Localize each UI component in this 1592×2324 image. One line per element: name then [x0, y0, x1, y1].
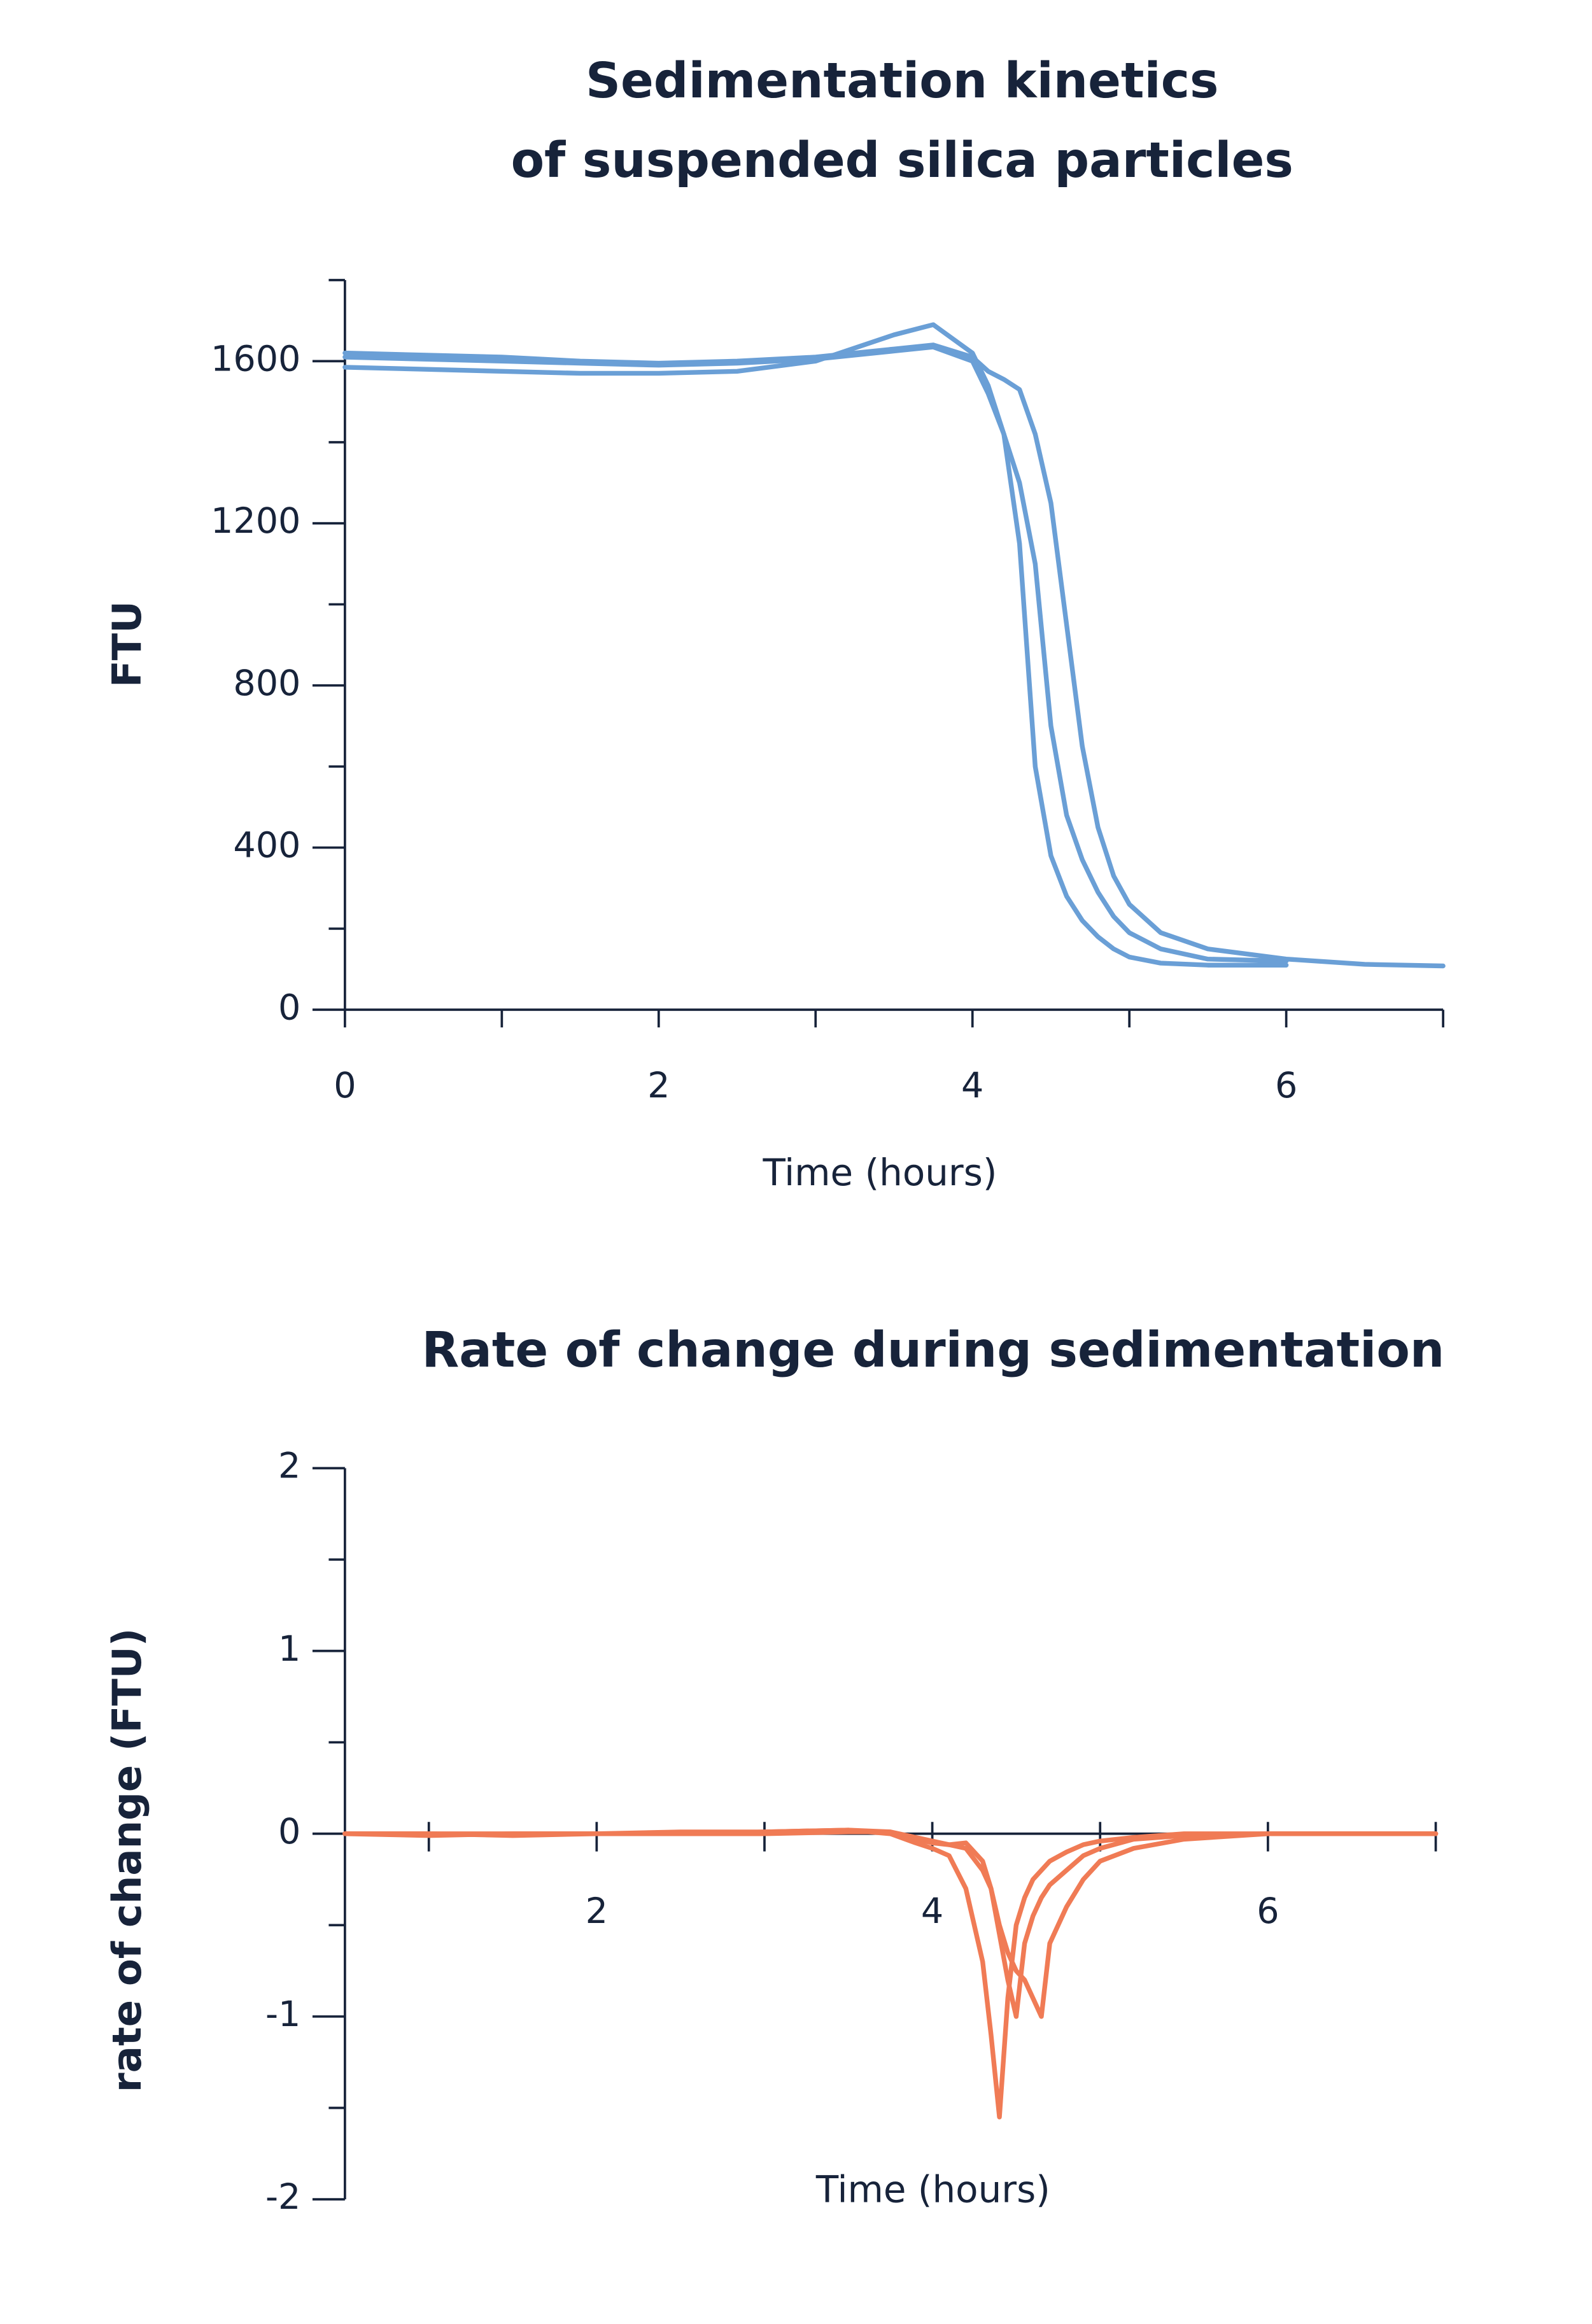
x-tick-label: 2: [586, 1891, 608, 1932]
y-tick-label: 1600: [211, 338, 300, 379]
chart: Rate of change during sedimentation Time …: [104, 1322, 1444, 2218]
series-line: [342, 344, 1289, 964]
y-tick-label: 400: [233, 825, 300, 866]
y-tick-label: 2: [278, 1446, 300, 1487]
x-tick-label: 0: [334, 1065, 356, 1106]
chart-title: of suspended silica particles: [511, 132, 1293, 189]
x-tick-label: 6: [1257, 1891, 1279, 1932]
y-tick-label: 0: [278, 987, 300, 1028]
x-tick-label: 6: [1275, 1065, 1297, 1106]
x-axis-label: Time (hours): [815, 2168, 1050, 2211]
y-tick-label: 0: [278, 1811, 300, 1852]
chart: Sedimentation kinetics of suspended silic…: [104, 53, 1446, 1194]
x-tick-label: 2: [647, 1065, 670, 1106]
y-tick-label: -2: [265, 2176, 300, 2218]
y-tick-label: 1200: [211, 500, 300, 542]
x-axis-label: Time (hours): [763, 1151, 997, 1194]
y-tick-label: 1: [278, 1628, 300, 1670]
y-tick-label: 800: [233, 663, 300, 704]
chart-title: Rate of change during sedimentation: [421, 1322, 1444, 1379]
series-line: [342, 1828, 1439, 2120]
series-line: [342, 342, 1446, 969]
y-axis-label: FTU: [104, 601, 150, 687]
y-tick-label: -1: [265, 1994, 300, 2035]
series-line: [342, 322, 1289, 968]
y-axis-label: rate of change (FTU): [104, 1628, 150, 2092]
x-tick-label: 4: [921, 1891, 943, 1932]
x-tick-label: 4: [961, 1065, 983, 1106]
chart-title: Sedimentation kinetics: [586, 53, 1219, 109]
series-line: [342, 1829, 1439, 2019]
